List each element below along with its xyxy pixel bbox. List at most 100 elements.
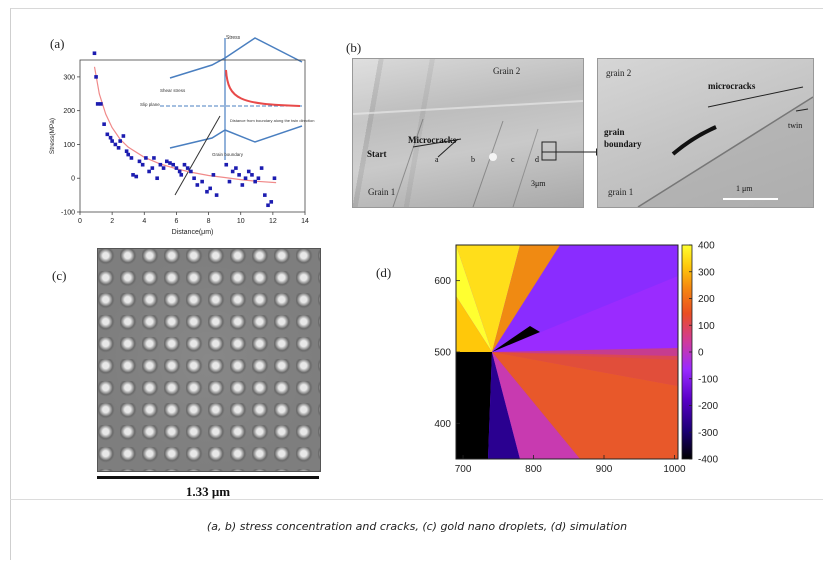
a-data-point <box>240 183 245 187</box>
inset-stress-label: Stress <box>226 35 241 41</box>
a-data-point <box>208 186 212 191</box>
a-data-point <box>147 169 151 174</box>
b-right-microcracks: microcracks <box>708 81 756 91</box>
panel-d-axes: 700 800 900 10004005006004003002001000-100-… <box>434 241 718 476</box>
inset-slip-plane-label: Slip plane <box>140 102 160 107</box>
b-left-letter-d: d <box>535 155 539 164</box>
a-data-point <box>158 162 163 167</box>
panel-c-label: (c) <box>52 268 67 283</box>
panel-c-nano-droplets-image <box>97 248 321 472</box>
b-left-microcracks: Microcracks <box>408 135 457 145</box>
a-data-point <box>95 102 100 106</box>
d-xtick-label: 1000 <box>663 464 686 475</box>
a-ytick-label: 0 <box>71 176 75 183</box>
a-xtick-label: 12 <box>269 218 277 225</box>
inset-arrow <box>174 115 221 196</box>
d-colorbar-tick-label: 100 <box>698 321 715 332</box>
a-data-point <box>189 169 193 174</box>
a-ytick-label: -100 <box>61 210 75 217</box>
a-data-point <box>256 176 261 181</box>
a-data-point <box>150 166 155 170</box>
a-data-point <box>253 179 257 184</box>
inset-grain-line-lower-left <box>169 129 226 149</box>
a-data-point <box>250 173 254 177</box>
figure-frame <box>10 8 823 560</box>
panel-b-right-micrograph: grain 2 microcracks grain boundary twin … <box>597 58 814 208</box>
panel-b-left-micrograph: Grain 2 Microcracks Start Grain 1 a b c … <box>352 58 584 208</box>
a-data-point <box>214 193 219 197</box>
a-data-point <box>272 176 277 181</box>
d-colorbar-tick-label: -400 <box>698 455 718 466</box>
panel-a-label: (a) <box>50 36 65 51</box>
a-data-point <box>108 135 113 140</box>
panel-c-scale-bar <box>97 476 319 479</box>
a-xtick-label: 4 <box>142 218 146 225</box>
a-xtick-label: 10 <box>237 218 245 225</box>
a-data-point <box>237 173 241 177</box>
a-data-point <box>224 162 229 167</box>
b-left-scale: 3μm <box>531 179 546 188</box>
b-right-grain-boundary-1: grain <box>604 127 625 137</box>
a-plot-frame <box>79 59 306 213</box>
d-colorbar-tick-label: -300 <box>698 428 718 439</box>
a-data-point <box>200 179 204 184</box>
b-left-start: Start <box>367 149 387 159</box>
heatmap-field <box>456 245 678 459</box>
inset-grain-line-upper-left <box>169 57 226 79</box>
a-data-point <box>121 134 126 138</box>
a-data-point <box>195 183 200 187</box>
panel-b-link-arrow <box>541 141 600 161</box>
a-data-point <box>174 166 179 170</box>
a-data-point <box>263 193 267 197</box>
a-data-point <box>131 173 135 177</box>
b-left-letter-b: b <box>471 155 475 164</box>
a-data-point <box>99 102 103 106</box>
a-data-point <box>155 176 159 181</box>
a-data-point <box>205 189 209 194</box>
inset-grain-line-lower-right <box>224 125 303 143</box>
panel-b-label: (b) <box>346 40 362 55</box>
a-data-point <box>246 169 251 174</box>
a-xtick-label: 14 <box>301 218 309 225</box>
panel-c-scale-label: 1.33 μm <box>185 484 231 499</box>
figure-caption: (a, b) stress concentration and cracks, … <box>206 520 628 533</box>
a-data-point <box>171 162 176 167</box>
a-data-point <box>129 156 134 160</box>
a-data-point <box>211 173 216 177</box>
panel-a-inset: Stress Shear stress Slip plane Grain bou… <box>140 35 315 196</box>
a-data-point <box>230 169 235 174</box>
d-colorbar-tick-label: -100 <box>698 374 718 385</box>
panel-d-label: (d) <box>376 265 392 280</box>
a-data-point <box>116 146 121 150</box>
inset-stress-curve <box>225 69 301 107</box>
a-data-point <box>140 162 145 167</box>
b-left-grain-top: Grain 2 <box>493 66 521 76</box>
a-data-point <box>192 176 196 181</box>
d-colorbar-tick-label: -200 <box>698 401 718 412</box>
a-data-point <box>137 159 142 164</box>
a-data-point <box>152 156 156 160</box>
d-colorbar-tick-label: 400 <box>698 241 715 252</box>
panel-a-data-points <box>92 51 277 208</box>
a-data-point <box>94 75 98 79</box>
a-data-point <box>266 203 270 208</box>
b-left-letter-c: c <box>511 155 515 164</box>
a-ylabel: Stress(MPa) <box>49 118 56 154</box>
a-xtick-label: 6 <box>174 218 178 225</box>
a-xtick-label: 8 <box>207 218 211 225</box>
b-left-grain-bottom: Grain 1 <box>368 187 396 197</box>
a-data-point <box>243 176 248 181</box>
a-data-point <box>182 162 187 167</box>
panel-a-axes: 0 2 4 6 8 10 12 14-1000100200300Distance(μm)Str… <box>49 59 309 236</box>
a-xtick-label: 0 <box>78 218 82 225</box>
inset-distance-label: Distance from boundary along the twin di… <box>230 118 315 123</box>
a-ytick-label: 100 <box>63 142 75 149</box>
a-data-point <box>179 173 184 177</box>
inset-grain-line-upper-right <box>224 37 303 63</box>
d-xtick-label: 700 <box>455 464 472 475</box>
a-data-point <box>105 132 110 137</box>
a-data-point <box>113 142 118 147</box>
a-data-point <box>168 161 172 165</box>
a-ytick-label: 300 <box>63 74 75 81</box>
a-ytick-label: 200 <box>63 108 75 115</box>
